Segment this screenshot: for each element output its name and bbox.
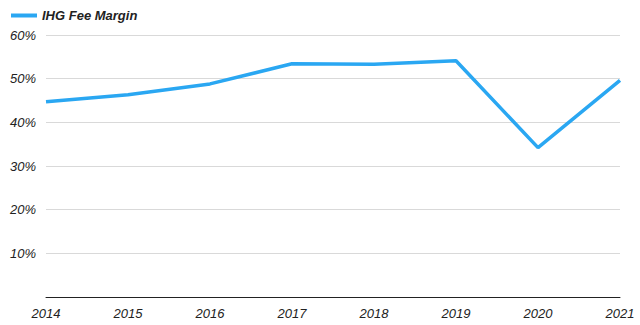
svg-text:2016: 2016 xyxy=(195,306,226,321)
svg-text:IHG Fee Margin: IHG Fee Margin xyxy=(42,8,137,23)
svg-text:20%: 20% xyxy=(9,202,36,217)
svg-text:10%: 10% xyxy=(10,246,36,261)
svg-text:2014: 2014 xyxy=(31,306,61,321)
svg-text:2019: 2019 xyxy=(441,306,471,321)
svg-text:2020: 2020 xyxy=(523,306,554,321)
svg-text:60%: 60% xyxy=(10,28,36,43)
svg-text:2018: 2018 xyxy=(359,306,390,321)
svg-text:40%: 40% xyxy=(10,115,36,130)
svg-text:2017: 2017 xyxy=(277,306,308,321)
svg-text:30%: 30% xyxy=(10,159,36,174)
svg-text:2021: 2021 xyxy=(605,306,635,321)
svg-text:50%: 50% xyxy=(10,71,36,86)
svg-text:2015: 2015 xyxy=(113,306,144,321)
